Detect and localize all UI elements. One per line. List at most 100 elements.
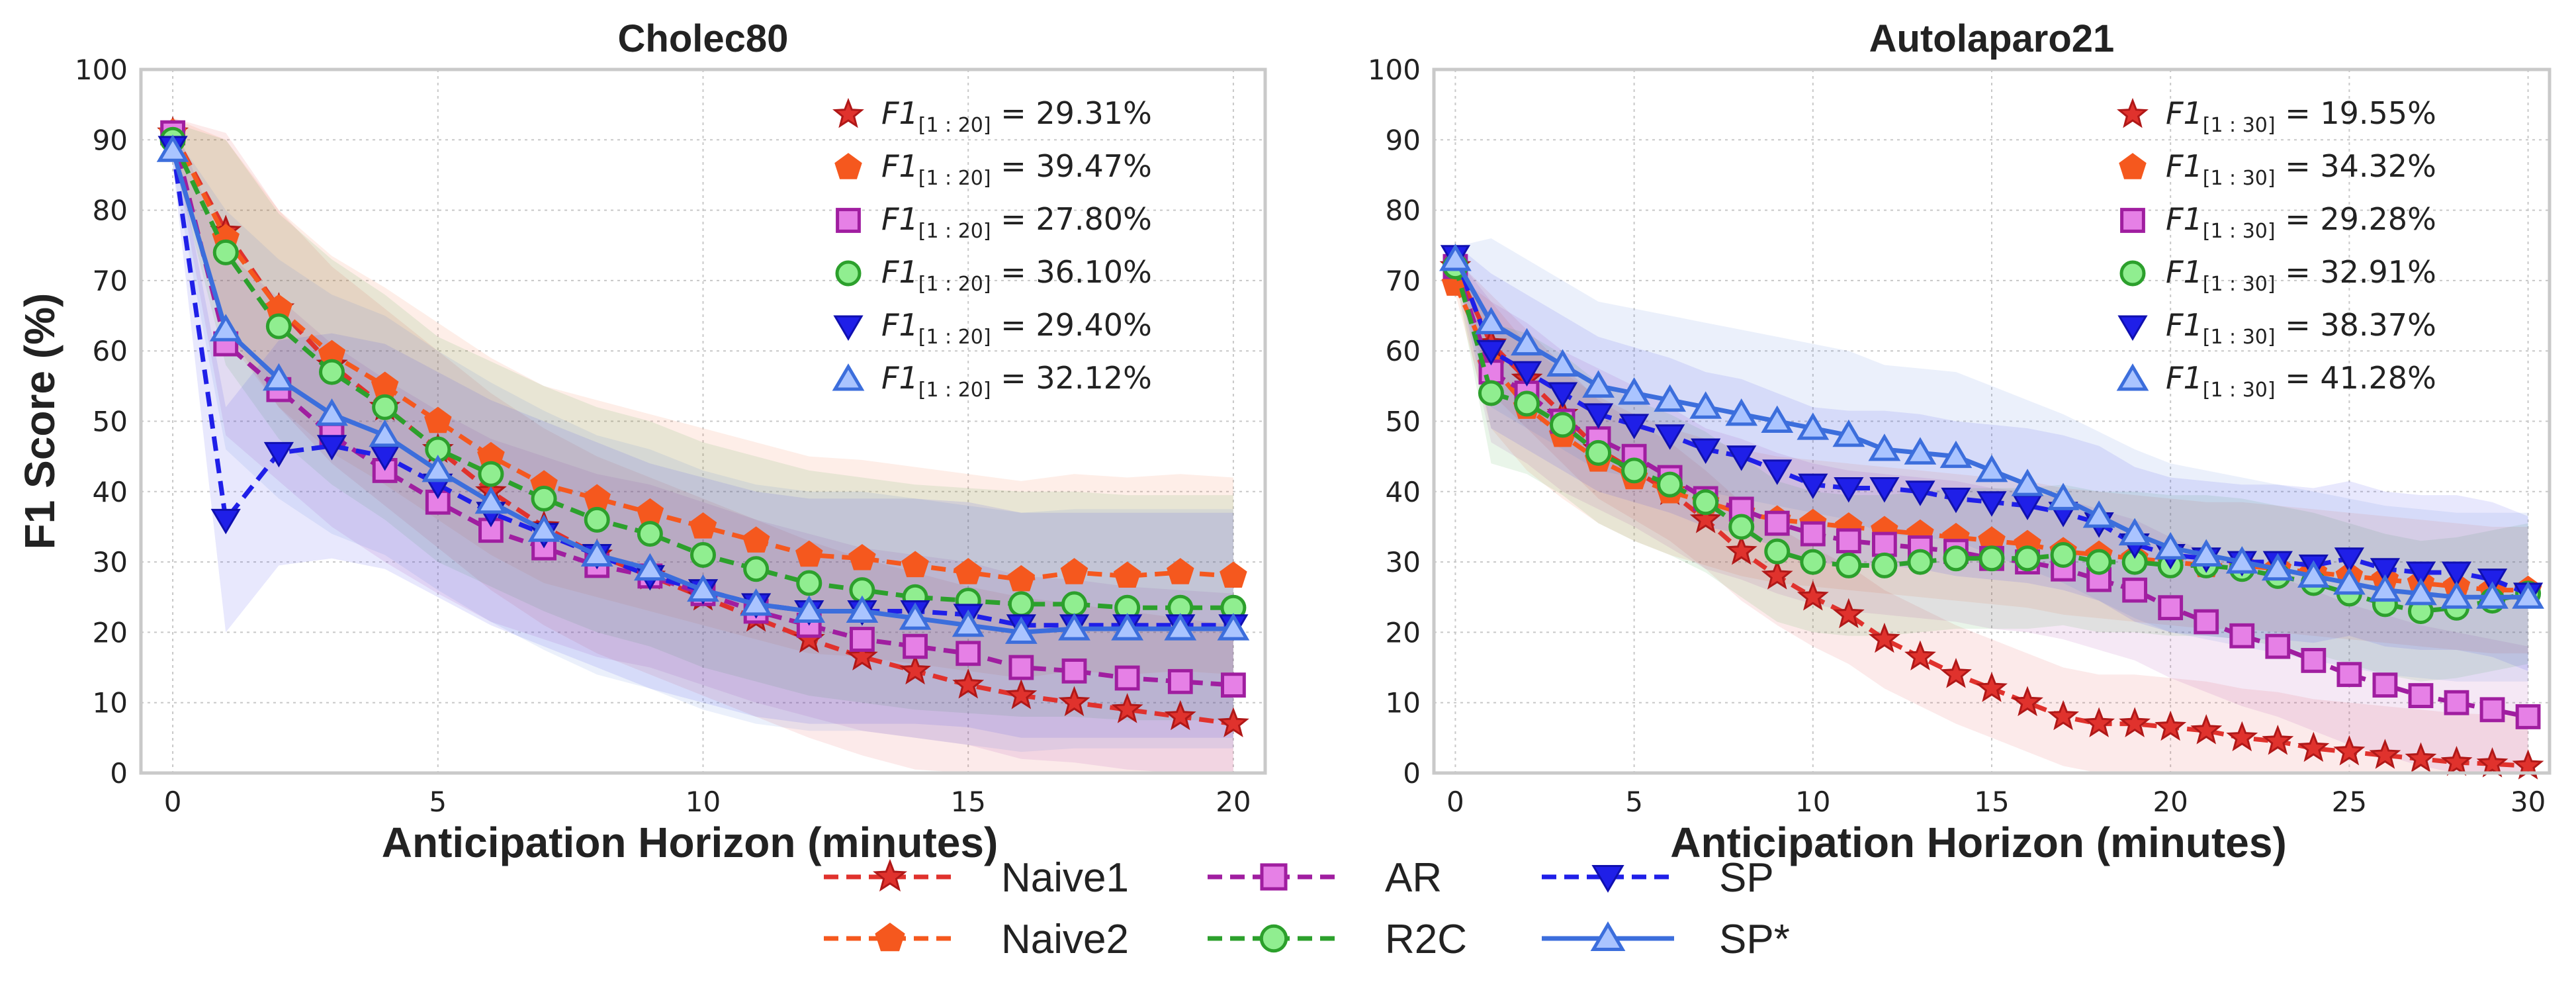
legend-label-r2c: F1[1 : 20] = 36.10% [881, 254, 1152, 296]
point-sp-star [1761, 405, 1794, 433]
y-tick-label: 90 [93, 124, 128, 156]
point-sp [1976, 491, 2007, 517]
panel-1-ylabel: F1 Score (%) [16, 293, 64, 550]
point-naive2 [795, 540, 823, 567]
point-sp-star [1618, 377, 1650, 405]
point-naive1 [1217, 707, 1249, 737]
legend-label-ar: F1[1 : 20] = 27.80% [881, 201, 1152, 243]
point-ar [1221, 672, 1246, 698]
point-sp [1583, 403, 1614, 429]
y-tick-label: 70 [93, 265, 128, 297]
point-sp-star [2047, 482, 2080, 510]
point-sp-star [1975, 454, 2008, 482]
bottom-legend-marker-r2c [1259, 924, 1288, 953]
x-tick-label: 0 [1446, 786, 1464, 818]
x-tick-label: 15 [1974, 786, 2009, 818]
point-naive1 [899, 654, 931, 685]
point-r2c [1693, 489, 1719, 516]
point-sp-star [1832, 419, 1865, 447]
y-tick-label: 50 [93, 406, 128, 438]
point-naive1 [846, 640, 878, 670]
legend-marker-sp [833, 315, 864, 341]
bottom-legend-label-sp: SP [1719, 855, 1774, 901]
point-sp [1834, 477, 1864, 503]
point-ar [1008, 655, 1034, 680]
point-naive1 [1904, 640, 1936, 670]
y-tick-label: 80 [1386, 195, 1421, 227]
y-tick-label: 20 [1386, 616, 1421, 649]
point-sp-star [687, 574, 719, 602]
point-sp-star [2082, 500, 2115, 528]
point-r2c [743, 556, 770, 582]
point-sp-star [1217, 613, 1250, 641]
point-sp-star [369, 419, 402, 447]
point-r2c [1978, 545, 2005, 572]
bottom-legend-item-ar: AR [1208, 855, 1442, 901]
point-sp-star [1939, 440, 1973, 469]
point-naive1 [1868, 622, 1900, 653]
legend-marker-naive2 [2119, 153, 2147, 179]
y-tick-label: 60 [93, 335, 128, 367]
line-sp [170, 146, 1233, 628]
point-naive2 [1007, 565, 1036, 592]
legend-label-naive2: F1[1 : 20] = 39.47% [881, 148, 1152, 190]
panel-2-title: Autolaparo21 [1869, 17, 2115, 60]
point-sp-star [209, 314, 242, 342]
point-r2c [1585, 439, 1612, 466]
point-r2c [478, 461, 504, 487]
point-sp-star [156, 134, 189, 162]
legend-label-sp: F1[1 : 30] = 38.37% [2166, 307, 2436, 349]
band-r2c [1455, 255, 2528, 682]
point-ar [2265, 633, 2291, 659]
point-sp-star [2225, 546, 2258, 574]
point-r2c [637, 521, 663, 547]
bottom-legend-item-sp-star: SP* [1542, 917, 1790, 962]
point-ar [2122, 577, 2148, 603]
point-sp [1905, 480, 1935, 506]
point-naive1 [1164, 700, 1196, 731]
point-sp [1511, 361, 1542, 387]
point-r2c [265, 313, 292, 340]
panel-2-frame [1432, 68, 2552, 775]
panel-1-xlabel: Anticipation Horizon (minutes) [382, 819, 999, 866]
bottom-legend-item-naive2: Naive2 [824, 917, 1129, 962]
point-naive1 [2012, 686, 2043, 717]
point-sp [1941, 487, 1971, 514]
point-naive1 [2476, 747, 2509, 778]
y-tick-label: 40 [93, 476, 128, 508]
point-naive1 [2369, 739, 2401, 769]
bottom-legend-marker-ar [1260, 863, 1288, 891]
point-sp [1655, 424, 1685, 450]
bottom-legend-item-r2c: R2C [1208, 917, 1467, 962]
series-r2c [1442, 253, 2542, 625]
point-ar [2444, 690, 2469, 715]
point-r2c [1514, 390, 1540, 417]
bottom-legend-marker-sp [1591, 865, 1624, 893]
legend-label-sp-star: F1[1 : 20] = 32.12% [881, 360, 1152, 402]
point-ar [2158, 595, 2184, 621]
band-naive1 [1455, 259, 2528, 773]
point-naive1 [1976, 672, 2008, 702]
y-tick-label: 40 [1386, 476, 1421, 508]
point-sp [1619, 414, 1650, 439]
legend-label-sp-star: F1[1 : 30] = 41.28% [2166, 360, 2436, 402]
x-tick-label: 25 [2332, 786, 2367, 818]
bottom-legend-label-naive1: Naive1 [1001, 855, 1129, 901]
point-ar [1114, 665, 1140, 691]
x-tick-label: 10 [1795, 786, 1830, 818]
point-sp-star [1058, 613, 1090, 641]
legend-label-r2c: F1[1 : 30] = 32.91% [2166, 254, 2436, 296]
bottom-legend-marker-naive2 [875, 923, 905, 952]
point-sp [1762, 459, 1793, 485]
series-sp-star [1439, 244, 2544, 609]
point-naive1 [2083, 707, 2115, 737]
legend-marker-r2c [2119, 260, 2146, 287]
point-sp-star [952, 609, 985, 637]
point-ar [2408, 683, 2434, 708]
point-naive1 [952, 668, 985, 699]
bottom-legend-label-r2c: R2C [1385, 917, 1467, 962]
point-sp-star [793, 595, 826, 623]
point-naive1 [2226, 721, 2258, 752]
point-ar [903, 633, 928, 659]
point-naive1 [2440, 745, 2473, 776]
